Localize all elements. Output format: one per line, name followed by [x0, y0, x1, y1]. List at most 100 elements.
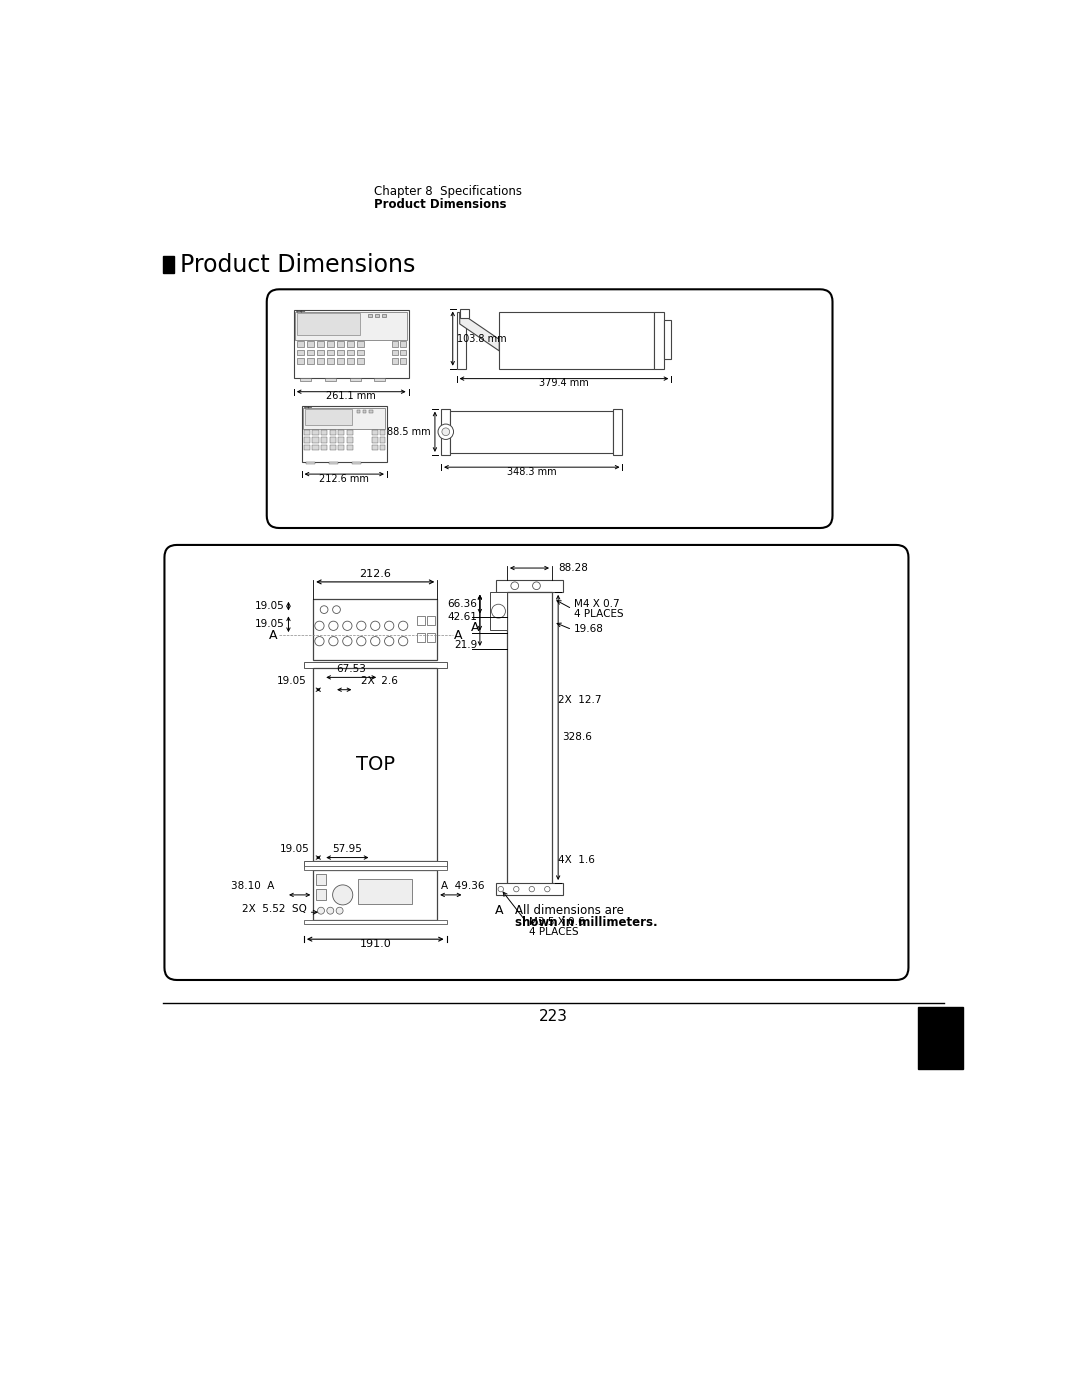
Text: A: A	[269, 629, 278, 641]
Bar	[441, 409, 450, 455]
Bar	[303, 437, 310, 443]
Bar	[300, 377, 311, 381]
Bar	[307, 349, 314, 355]
Text: 2X  12.7: 2X 12.7	[558, 694, 602, 705]
Bar	[428, 633, 435, 643]
Text: 348.3 mm: 348.3 mm	[507, 467, 556, 476]
Text: 191.0: 191.0	[360, 939, 391, 949]
Text: shown in millimeters.: shown in millimeters.	[515, 916, 658, 929]
Bar	[507, 592, 552, 884]
Bar	[373, 446, 378, 450]
Bar	[321, 446, 327, 450]
Bar	[307, 341, 314, 346]
Circle shape	[336, 907, 343, 914]
Bar	[301, 407, 387, 462]
Bar	[303, 921, 446, 923]
Bar	[297, 358, 303, 363]
Circle shape	[318, 907, 324, 914]
Text: 19.05: 19.05	[255, 619, 284, 629]
Bar	[313, 870, 437, 921]
Bar	[347, 437, 353, 443]
Text: Chapter 8  Specifications: Chapter 8 Specifications	[374, 186, 522, 198]
Bar	[496, 883, 563, 895]
Bar	[297, 313, 360, 335]
Bar	[663, 320, 672, 359]
Bar	[337, 341, 345, 346]
Bar	[350, 377, 361, 381]
Text: 67.53: 67.53	[336, 664, 366, 673]
Text: 38.10  A: 38.10 A	[231, 880, 274, 891]
Circle shape	[370, 637, 380, 645]
Bar	[373, 437, 378, 443]
Text: 4 PLACES: 4 PLACES	[529, 928, 578, 937]
Circle shape	[333, 884, 353, 905]
Bar	[312, 430, 319, 434]
Text: 19.68: 19.68	[573, 624, 604, 634]
Bar	[316, 888, 326, 900]
Bar	[400, 349, 406, 355]
Bar	[380, 446, 386, 450]
Bar	[400, 341, 406, 346]
Bar	[312, 446, 319, 450]
Bar	[369, 411, 373, 412]
Bar	[303, 866, 446, 870]
Bar	[460, 309, 469, 317]
Bar	[347, 430, 353, 434]
Bar	[392, 341, 397, 346]
Text: M4 X 0.7: M4 X 0.7	[573, 598, 619, 609]
Bar	[363, 411, 366, 412]
Bar	[321, 437, 327, 443]
Text: A: A	[471, 620, 480, 634]
Text: A: A	[495, 904, 503, 918]
Bar	[348, 358, 354, 363]
Bar	[490, 592, 507, 630]
Text: A: A	[455, 629, 463, 641]
Text: 328.6: 328.6	[562, 732, 592, 742]
Text: 2X  5.52  SQ: 2X 5.52 SQ	[242, 904, 307, 914]
Bar	[368, 314, 373, 317]
Bar	[303, 430, 310, 434]
Bar	[316, 875, 326, 886]
Text: Product Dimensions: Product Dimensions	[374, 198, 507, 211]
Bar	[294, 310, 408, 377]
Text: 42.61: 42.61	[448, 612, 477, 622]
Bar	[457, 313, 465, 369]
Circle shape	[356, 637, 366, 645]
Circle shape	[370, 622, 380, 630]
Bar	[305, 409, 352, 425]
Text: 8: 8	[930, 1023, 950, 1052]
Bar	[307, 358, 314, 363]
Bar	[303, 662, 446, 668]
Text: 19.05: 19.05	[255, 601, 284, 610]
Bar	[296, 312, 407, 339]
Bar	[318, 358, 324, 363]
Circle shape	[532, 583, 540, 590]
Bar	[313, 599, 437, 661]
Bar	[918, 1007, 962, 1069]
Text: 21.9: 21.9	[455, 640, 477, 650]
Bar	[328, 462, 338, 464]
Bar	[428, 616, 435, 624]
Bar	[337, 358, 345, 363]
Text: 66.36: 66.36	[448, 599, 477, 609]
Circle shape	[442, 427, 449, 436]
Circle shape	[498, 887, 503, 891]
Bar	[352, 462, 362, 464]
Circle shape	[328, 637, 338, 645]
Bar	[375, 377, 386, 381]
Circle shape	[514, 887, 519, 891]
Bar	[417, 633, 424, 643]
FancyBboxPatch shape	[267, 289, 833, 528]
Circle shape	[314, 622, 324, 630]
Circle shape	[314, 637, 324, 645]
Bar	[163, 256, 174, 274]
Bar	[380, 437, 386, 443]
Bar	[318, 341, 324, 346]
Bar	[450, 411, 613, 453]
Bar	[321, 430, 327, 434]
Text: 103.8 mm: 103.8 mm	[457, 334, 507, 344]
Text: 379.4 mm: 379.4 mm	[539, 379, 589, 388]
Bar	[329, 446, 336, 450]
Text: ←←: ←←	[303, 405, 313, 409]
Bar	[329, 437, 336, 443]
